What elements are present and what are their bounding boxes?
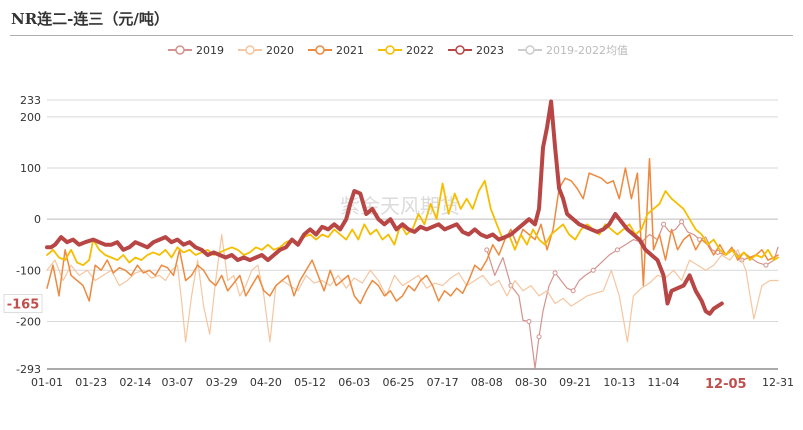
legend-item-2019[interactable]: 2019 (168, 42, 224, 58)
x-tick-label: 06-03 (338, 376, 370, 389)
x-tick-label: 04-20 (250, 376, 282, 389)
y-tick-label: 0 (34, 213, 41, 226)
x-tick-label: 11-04 (648, 376, 680, 389)
chart-legend: 2019 2020 2021 2022 2023 2019-2022均值 (168, 42, 628, 58)
legend-item-2020[interactable]: 2020 (238, 42, 294, 58)
x-tick-label: 02-14 (119, 376, 151, 389)
legend-label: 2023 (476, 43, 504, 57)
x-tick-label: 01-01 (31, 376, 63, 389)
series-line-2021 (46, 158, 779, 305)
series-point-2019 (526, 318, 532, 324)
x-tick-label: 07-17 (427, 376, 459, 389)
x-tick-label: 06-25 (382, 376, 414, 389)
watermark: 紫金天风期货 (340, 194, 460, 218)
series-point-2019 (679, 219, 685, 225)
legend-swatch (518, 45, 542, 55)
chart-title: NR连二-连三（元/吨） (11, 10, 169, 28)
y-tick-label: -100 (16, 264, 41, 277)
series-point-2019 (763, 262, 769, 268)
legend-label: 2022 (406, 43, 434, 57)
series-point-2019 (614, 247, 620, 253)
legend-swatch (238, 45, 262, 55)
series-point-2019 (536, 334, 542, 340)
legend-swatch (308, 45, 332, 55)
x-tick-label: 12-31 (762, 376, 794, 389)
legend-item-2019-2022均值[interactable]: 2019-2022均值 (518, 42, 628, 58)
x-tick-label: 09-21 (559, 376, 591, 389)
legend-label: 2019-2022均值 (546, 44, 628, 57)
x-tick-label: 01-23 (75, 376, 107, 389)
series-line-2019 (486, 221, 779, 370)
x-tick-label: 03-07 (162, 376, 194, 389)
series-point-2019 (590, 267, 596, 273)
legend-label: 2020 (266, 43, 294, 57)
legend-item-2021[interactable]: 2021 (308, 42, 364, 58)
current-value-label: -165 (7, 298, 40, 313)
x-tick-label: 10-13 (603, 376, 635, 389)
title-divider (10, 35, 793, 36)
series-point-2019 (484, 247, 490, 253)
series-line-2023 (45, 99, 724, 316)
x-tick-label: 05-12 (294, 376, 326, 389)
y-tick-label: -200 (16, 315, 41, 328)
current-value-box (3, 294, 43, 314)
x-tick-label: 08-30 (515, 376, 547, 389)
legend-item-2022[interactable]: 2022 (378, 42, 434, 58)
x-tick-label: 08-08 (471, 376, 503, 389)
legend-swatch (168, 45, 192, 55)
x-tick-label: 03-29 (206, 376, 238, 389)
series-point-2019 (552, 270, 558, 276)
series-point-2019 (570, 288, 576, 294)
y-tick-label: 200 (20, 111, 41, 124)
legend-label: 2021 (336, 43, 364, 57)
y-tick-label: 100 (20, 162, 41, 175)
legend-item-2023[interactable]: 2023 (448, 42, 504, 58)
legend-swatch (448, 45, 472, 55)
current-value-marker: -165 (3, 294, 43, 314)
y-tick-label: -293 (16, 363, 41, 376)
legend-swatch (378, 45, 402, 55)
series-point-2019 (661, 221, 667, 227)
series-line-2020 (46, 233, 779, 343)
x-tick-label-current: 12-05 (705, 377, 747, 392)
legend-label: 2019 (196, 43, 224, 57)
y-tick-label: 233 (20, 94, 41, 107)
